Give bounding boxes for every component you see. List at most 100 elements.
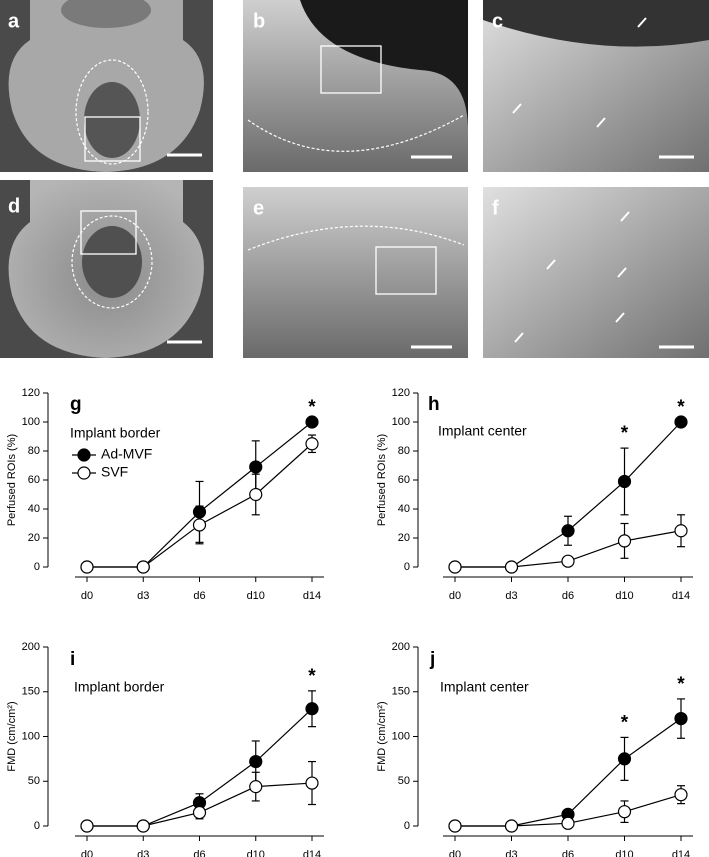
legend-label: Ad-MVF — [101, 446, 152, 462]
x-tick-label: d6 — [562, 849, 574, 857]
data-point — [561, 816, 575, 830]
y-tick-label: 40 — [28, 503, 40, 515]
data-point — [192, 518, 207, 532]
x-tick-label: d10 — [615, 590, 633, 602]
data-point — [674, 788, 688, 802]
data-point — [448, 819, 462, 833]
x-tick-label: d14 — [303, 590, 321, 602]
significance-star: * — [677, 397, 685, 418]
y-tick-label: 120 — [392, 387, 410, 399]
y-tick-label: 100 — [392, 730, 410, 742]
x-tick-label: d14 — [672, 590, 690, 602]
x-tick-label: d6 — [193, 849, 205, 857]
panel-letter: i — [70, 649, 75, 670]
legend-marker — [77, 466, 91, 480]
x-tick-label: d0 — [449, 590, 461, 602]
y-tick-label: 60 — [28, 474, 40, 486]
y-tick-label: 50 — [398, 775, 410, 787]
y-tick-label: 150 — [22, 686, 40, 698]
y-axis-label: FMD (cm/cm²) — [376, 701, 388, 771]
data-point — [136, 819, 150, 833]
y-tick-label: 200 — [392, 641, 410, 653]
x-tick-label: d3 — [505, 590, 517, 602]
significance-star: * — [308, 397, 316, 418]
data-point — [504, 560, 519, 574]
panel-letter: f — [492, 197, 499, 219]
data-point — [80, 819, 94, 833]
panel-letter: b — [253, 10, 265, 32]
data-point — [305, 776, 319, 790]
y-axis-label: Perfused ROIs (%) — [376, 434, 388, 526]
x-tick-label: d0 — [81, 590, 93, 602]
data-point — [192, 805, 207, 820]
y-tick-label: 80 — [28, 445, 40, 457]
data-point — [617, 752, 632, 766]
x-tick-label: d3 — [505, 849, 517, 857]
data-point — [305, 437, 319, 451]
data-point — [305, 415, 319, 429]
data-point — [561, 554, 575, 568]
x-tick-label: d0 — [449, 849, 461, 857]
image-panel — [0, 180, 213, 358]
x-tick-label: d6 — [562, 590, 574, 602]
y-tick-label: 0 — [34, 561, 40, 573]
data-point — [448, 560, 462, 574]
legend-label: SVF — [101, 464, 128, 480]
image-panel — [0, 0, 213, 172]
panel-letter: h — [428, 394, 440, 415]
data-point — [617, 805, 632, 819]
panel-letter: d — [8, 195, 20, 217]
y-tick-label: 100 — [392, 416, 410, 428]
y-tick-label: 120 — [22, 387, 40, 399]
y-tick-label: 60 — [398, 474, 410, 486]
x-tick-label: d3 — [137, 590, 149, 602]
y-tick-label: 0 — [404, 561, 410, 573]
x-tick-label: d10 — [247, 849, 265, 857]
data-point — [249, 487, 263, 502]
y-tick-label: 100 — [22, 730, 40, 742]
significance-star: * — [621, 712, 629, 733]
data-point — [504, 819, 519, 833]
significance-star: * — [621, 423, 629, 444]
y-axis-label: Perfused ROIs (%) — [6, 434, 18, 526]
y-tick-label: 20 — [28, 532, 40, 544]
significance-star: * — [677, 674, 685, 695]
y-tick-label: 150 — [392, 686, 410, 698]
data-point — [136, 560, 150, 574]
panel-letter: g — [70, 394, 82, 415]
x-tick-label: d0 — [81, 849, 93, 857]
data-point — [249, 460, 263, 474]
x-tick-label: d10 — [615, 849, 633, 857]
data-point — [617, 534, 632, 548]
data-point — [249, 780, 263, 794]
data-point — [674, 415, 688, 429]
data-point — [305, 702, 319, 716]
annotation: Implant border — [70, 425, 161, 441]
annotation: Implant center — [440, 679, 529, 695]
annotation: Implant border — [74, 679, 165, 695]
data-point — [674, 711, 688, 726]
significance-star: * — [308, 666, 316, 687]
y-tick-label: 0 — [404, 820, 410, 832]
y-tick-label: 200 — [22, 641, 40, 653]
y-tick-label: 100 — [22, 416, 40, 428]
x-tick-label: d3 — [137, 849, 149, 857]
x-tick-label: d14 — [672, 849, 690, 857]
panel-letter: c — [492, 10, 503, 32]
panel-letter: j — [429, 649, 435, 670]
data-point — [674, 524, 688, 538]
legend-marker — [77, 448, 91, 462]
data-point — [561, 524, 575, 538]
x-tick-label: d14 — [303, 849, 321, 857]
annotation: Implant center — [438, 423, 527, 439]
panel-letter: e — [253, 197, 264, 219]
image-panel — [243, 187, 468, 358]
image-panel — [483, 0, 709, 172]
panel-letter: a — [8, 10, 20, 32]
y-tick-label: 20 — [398, 532, 410, 544]
y-tick-label: 50 — [28, 775, 40, 787]
data-point — [617, 474, 632, 489]
data-point — [249, 754, 263, 769]
y-tick-label: 0 — [34, 820, 40, 832]
